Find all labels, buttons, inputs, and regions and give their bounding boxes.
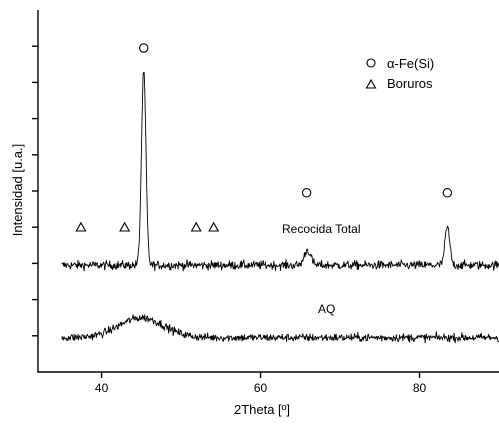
- legend-circle-icon: [366, 58, 376, 68]
- x-tick-label: 80: [413, 381, 427, 395]
- ticks: 40 60 80: [32, 45, 427, 395]
- axes: [37, 10, 499, 373]
- alpha-fe-si-marker: [442, 188, 453, 198]
- boruros-marker: [119, 221, 131, 232]
- x-tick-label: 40: [95, 381, 109, 395]
- alpha-fe-si-marker: [301, 188, 312, 198]
- series-line-recocida-total: [61, 72, 499, 272]
- boruros-marker: [75, 221, 87, 232]
- boruros-marker: [190, 221, 202, 232]
- boruros-marker: [208, 221, 220, 232]
- legend-label-boruros: Boruros: [387, 76, 433, 91]
- x-tick-label: 60: [254, 381, 268, 395]
- series-label-recocida: Recocida Total: [282, 222, 361, 236]
- legend: α-Fe(Si) Boruros: [365, 56, 434, 91]
- alpha-fe-si-marker: [138, 43, 149, 53]
- series-line-aq: [61, 314, 499, 344]
- series-label-aq: AQ: [318, 302, 335, 316]
- series-group: [61, 72, 499, 344]
- legend-triangle-icon: [365, 78, 377, 89]
- y-axis-label: Intensidad [u.a.]: [10, 144, 25, 237]
- phase-markers: [75, 43, 453, 232]
- axis-frame: [37, 10, 499, 373]
- x-axis-label: 2Theta [º]: [234, 402, 290, 417]
- legend-label-alpha-fe-si: α-Fe(Si): [387, 56, 434, 71]
